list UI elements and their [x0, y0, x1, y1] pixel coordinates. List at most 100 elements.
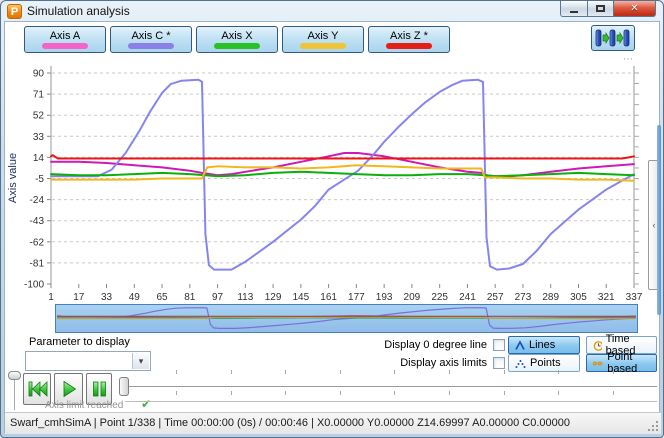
axis-button-label: Axis A — [49, 30, 81, 42]
axis-color-bar — [128, 43, 174, 49]
svg-text:241: 241 — [459, 292, 476, 303]
svg-text:-5: -5 — [35, 174, 44, 185]
svg-text:225: 225 — [431, 292, 448, 303]
close-icon: ✕ — [630, 3, 639, 14]
collapse-left-icon: ‹ — [652, 220, 656, 230]
timeline-slider-track2[interactable] — [125, 401, 657, 402]
slider-tick — [231, 370, 232, 374]
slider-tick — [558, 370, 559, 374]
vertical-slider-track[interactable] — [14, 380, 15, 410]
slider-tick — [176, 391, 177, 395]
slider-tick — [340, 370, 341, 374]
svg-text:-62: -62 — [30, 237, 45, 248]
pause-button[interactable] — [86, 373, 112, 405]
svg-text:33: 33 — [33, 132, 45, 143]
svg-text:257: 257 — [487, 292, 504, 303]
axis-button-axis-a[interactable]: Axis A — [24, 26, 106, 53]
svg-text:52: 52 — [33, 111, 45, 122]
time-based-button[interactable]: Time based — [586, 333, 657, 357]
chart-series-axis-x — [50, 170, 635, 178]
title-bar[interactable]: P Simulation analysis ✕ — [1, 1, 663, 21]
display-zero-line-label: Display 0 degree line — [384, 339, 487, 351]
app-icon-letter: P — [10, 6, 19, 18]
svg-text:33: 33 — [101, 292, 113, 303]
slider-tick — [340, 391, 341, 395]
axis-button-label: Axis Y — [307, 30, 339, 42]
svg-text:177: 177 — [348, 292, 365, 303]
slider-tick — [504, 391, 505, 395]
display-axis-limits-checkbox[interactable] — [493, 357, 505, 369]
svg-text:71: 71 — [33, 90, 45, 101]
skip-back-button[interactable] — [23, 373, 51, 405]
slider-tick — [394, 391, 395, 395]
maximize-button[interactable] — [588, 1, 614, 17]
svg-text:-81: -81 — [30, 258, 45, 269]
svg-text:289: 289 — [542, 292, 559, 303]
axis-button-axis-y[interactable]: Axis Y — [282, 26, 364, 53]
svg-text:337: 337 — [626, 292, 643, 303]
overview-series-axis-y — [57, 316, 637, 320]
svg-text:321: 321 — [598, 292, 615, 303]
minimize-icon — [570, 10, 578, 13]
axis-color-bar — [386, 43, 432, 49]
play-button[interactable] — [54, 373, 83, 405]
svg-text:97: 97 — [212, 292, 224, 303]
main-chart[interactable]: 90 71 52 33 14 -5 -24 -43 -62 -81 -100 1 17 33 49 65 81 9… — [5, 58, 657, 308]
display-axis-limits-label: Display axis limits — [400, 357, 487, 369]
vertical-slider-thumb[interactable] — [8, 371, 21, 380]
svg-text:1: 1 — [48, 292, 54, 303]
close-button[interactable]: ✕ — [614, 1, 656, 17]
parameter-select[interactable]: ▾ — [25, 351, 151, 371]
svg-text:49: 49 — [129, 292, 141, 303]
svg-text:113: 113 — [237, 292, 253, 303]
svg-text:65: 65 — [156, 292, 168, 303]
svg-text:129: 129 — [265, 292, 282, 303]
parameter-to-display-label: Parameter to display — [29, 336, 130, 348]
axis-limit-status-text: Axis limit reached — [45, 400, 124, 411]
status-bar-text: Swarf_cmhSimA | Point 1/338 | Time 00:00… — [10, 417, 570, 429]
lines-button-label: Lines — [529, 339, 556, 351]
slider-tick — [449, 370, 450, 374]
slider-tick — [558, 391, 559, 395]
right-scrollbar[interactable] — [657, 125, 661, 315]
chart-series-axis-c — [50, 78, 635, 271]
minimize-button[interactable] — [560, 1, 588, 17]
points-button-label: Points — [530, 357, 561, 369]
svg-text:-100: -100 — [24, 280, 44, 291]
svg-text:209: 209 — [404, 292, 421, 303]
svg-text:90: 90 — [33, 69, 45, 80]
slider-tick — [449, 391, 450, 395]
lines-button[interactable]: Lines — [508, 336, 580, 354]
axis-button-axis-x[interactable]: Axis X — [196, 26, 278, 53]
pause-icon — [92, 381, 106, 397]
timeline-slider-track[interactable] — [119, 386, 657, 387]
points-button[interactable]: Points — [508, 354, 580, 372]
display-zero-line-checkbox[interactable] — [493, 339, 505, 351]
svg-text:193: 193 — [376, 292, 393, 303]
point-based-button-label: Point based — [607, 351, 638, 375]
svg-text:81: 81 — [184, 292, 196, 303]
window-title: Simulation analysis — [27, 4, 130, 18]
overview-chart[interactable] — [55, 304, 638, 333]
axis-color-bar — [42, 43, 88, 49]
app-icon: P — [7, 4, 22, 19]
status-bar: Swarf_cmhSimA | Point 1/338 | Time 00:00… — [5, 412, 661, 434]
combo-dropdown-icon[interactable]: ▾ — [132, 353, 149, 369]
axis-button-label: Axis X — [221, 30, 253, 42]
svg-text:305: 305 — [570, 292, 587, 303]
slider-tick — [285, 370, 286, 374]
check-icon: ✔ — [141, 397, 152, 411]
clock-icon — [593, 340, 602, 351]
arrange-axes-button[interactable] — [591, 25, 635, 51]
axis-button-toolbar: Axis A Axis C * Axis X Axis Y Axis Z * — [24, 26, 450, 53]
axis-button-label: Axis C * — [131, 30, 171, 42]
resize-grip[interactable] — [656, 429, 658, 431]
window-content: Axis A Axis C * Axis X Axis Y Axis Z * Axis … — [4, 21, 661, 434]
chart-series-axis-z — [50, 154, 635, 160]
axis-button-axis-c[interactable]: Axis C * — [110, 26, 192, 53]
axis-button-axis-z[interactable]: Axis Z * — [368, 26, 450, 53]
timeline-slider-thumb[interactable] — [119, 377, 129, 396]
point-based-button[interactable]: Point based — [586, 351, 657, 375]
slider-tick — [231, 391, 232, 395]
